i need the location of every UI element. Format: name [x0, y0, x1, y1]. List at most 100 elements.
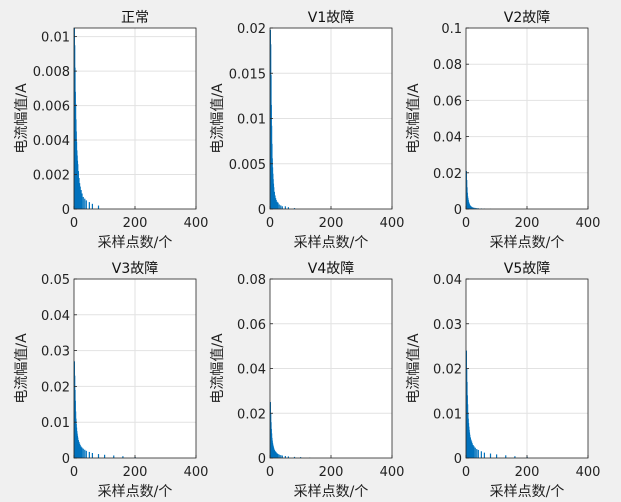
y-tick-label: 0.04	[433, 131, 462, 146]
data-bar	[77, 171, 79, 209]
data-bar	[514, 456, 516, 458]
data-bar	[88, 451, 90, 458]
data-bar	[281, 206, 283, 209]
x-tick-label: 400	[576, 465, 601, 480]
y-tick-label: 0.002	[33, 169, 70, 184]
x-tick-label: 200	[515, 216, 540, 231]
x-axis-label: 采样点数/个	[490, 484, 565, 500]
y-tick-label: 0	[258, 203, 266, 218]
y-axis-label: 电流幅值/A	[14, 333, 30, 404]
data-bar	[472, 445, 474, 458]
data-bar	[480, 451, 482, 458]
x-tick-label: 200	[319, 465, 344, 480]
y-tick-label: 0.03	[433, 318, 462, 333]
data-bar	[275, 199, 277, 209]
data-bar	[274, 198, 277, 209]
y-axis-label: 电流幅值/A	[210, 333, 226, 404]
data-bar	[275, 452, 277, 458]
subplot-1: 0 200 400 0 0.002 0.004 0.006 0.008 0.01 正常采样点数/个…	[14, 10, 208, 251]
data-bar	[274, 195, 276, 209]
data-bar	[284, 206, 286, 209]
data-bar	[78, 443, 81, 458]
x-tick-label: 200	[319, 216, 344, 231]
data-bar	[122, 456, 124, 458]
data-bar	[81, 447, 83, 458]
subplot-title: V4故障	[308, 261, 354, 277]
data-bar	[470, 441, 473, 458]
data-bar	[284, 455, 286, 458]
data-bar	[80, 190, 82, 209]
data-bar	[469, 205, 471, 209]
data-bar	[278, 454, 280, 458]
x-axis-label: 采样点数/个	[294, 484, 369, 500]
y-tick-label: 0.05	[41, 273, 70, 288]
subplot-title: V2故障	[504, 10, 550, 26]
data-bar	[78, 177, 80, 209]
data-bar	[470, 439, 472, 458]
data-bar	[469, 434, 471, 458]
data-bar	[489, 453, 492, 458]
y-tick-label: 0.02	[237, 407, 266, 422]
data-bar	[274, 451, 277, 458]
y-tick-label: 0.1	[441, 22, 462, 37]
y-tick-label: 0.015	[229, 67, 266, 82]
y-tick-label: 0.02	[237, 22, 266, 37]
data-bar	[80, 446, 82, 458]
data-bar	[77, 437, 79, 458]
data-bar	[273, 191, 275, 209]
y-tick-label: 0.01	[41, 31, 70, 46]
x-tick-label: 400	[576, 216, 601, 231]
y-tick-label: 0.06	[237, 318, 266, 333]
subplot-title: 正常	[121, 10, 149, 26]
y-tick-label: 0.02	[41, 380, 70, 395]
data-bar	[79, 186, 81, 209]
x-tick-label: 400	[184, 465, 209, 480]
y-axis-label: 电流幅值/A	[406, 83, 422, 154]
y-tick-label: 0	[62, 203, 70, 218]
data-bar	[280, 455, 282, 458]
data-bar	[84, 449, 86, 458]
x-tick-label: 200	[515, 465, 540, 480]
data-bar	[287, 207, 289, 209]
data-bar	[474, 207, 476, 209]
x-tick-label: 400	[380, 216, 405, 231]
data-bar	[85, 200, 87, 209]
y-axis-label: 电流幅值/A	[14, 83, 30, 154]
x-tick-label: 200	[123, 216, 148, 231]
data-bar	[287, 456, 289, 458]
data-bar	[85, 450, 87, 458]
data-bar	[113, 455, 115, 458]
data-bar	[473, 446, 475, 458]
y-tick-label: 0.01	[41, 416, 70, 431]
data-bar	[277, 202, 279, 209]
y-tick-label: 0	[454, 452, 462, 467]
data-bar	[471, 443, 473, 458]
x-tick-label: 400	[380, 465, 405, 480]
y-tick-label: 0.01	[433, 407, 462, 422]
data-bar	[97, 454, 100, 458]
y-tick-label: 0.08	[237, 273, 266, 288]
x-tick-label: 0	[70, 465, 78, 480]
data-bar	[78, 183, 81, 209]
x-tick-label: 0	[462, 465, 470, 480]
x-axis-label: 采样点数/个	[98, 235, 173, 251]
y-tick-label: 0.005	[229, 158, 266, 173]
data-bar	[300, 457, 302, 458]
data-bar	[472, 207, 474, 209]
data-bar	[97, 205, 100, 209]
y-tick-label: 0.04	[433, 273, 462, 288]
data-bar	[273, 448, 275, 458]
data-bar	[470, 206, 473, 209]
data-bar	[505, 455, 507, 458]
y-tick-label: 0.02	[433, 363, 462, 378]
data-bar	[82, 196, 84, 209]
data-bar	[278, 204, 280, 209]
subplot-title: V3故障	[112, 261, 158, 277]
y-tick-label: 0.03	[41, 345, 70, 360]
y-tick-label: 0.04	[41, 309, 70, 324]
subplot-title: V1故障	[308, 10, 354, 26]
